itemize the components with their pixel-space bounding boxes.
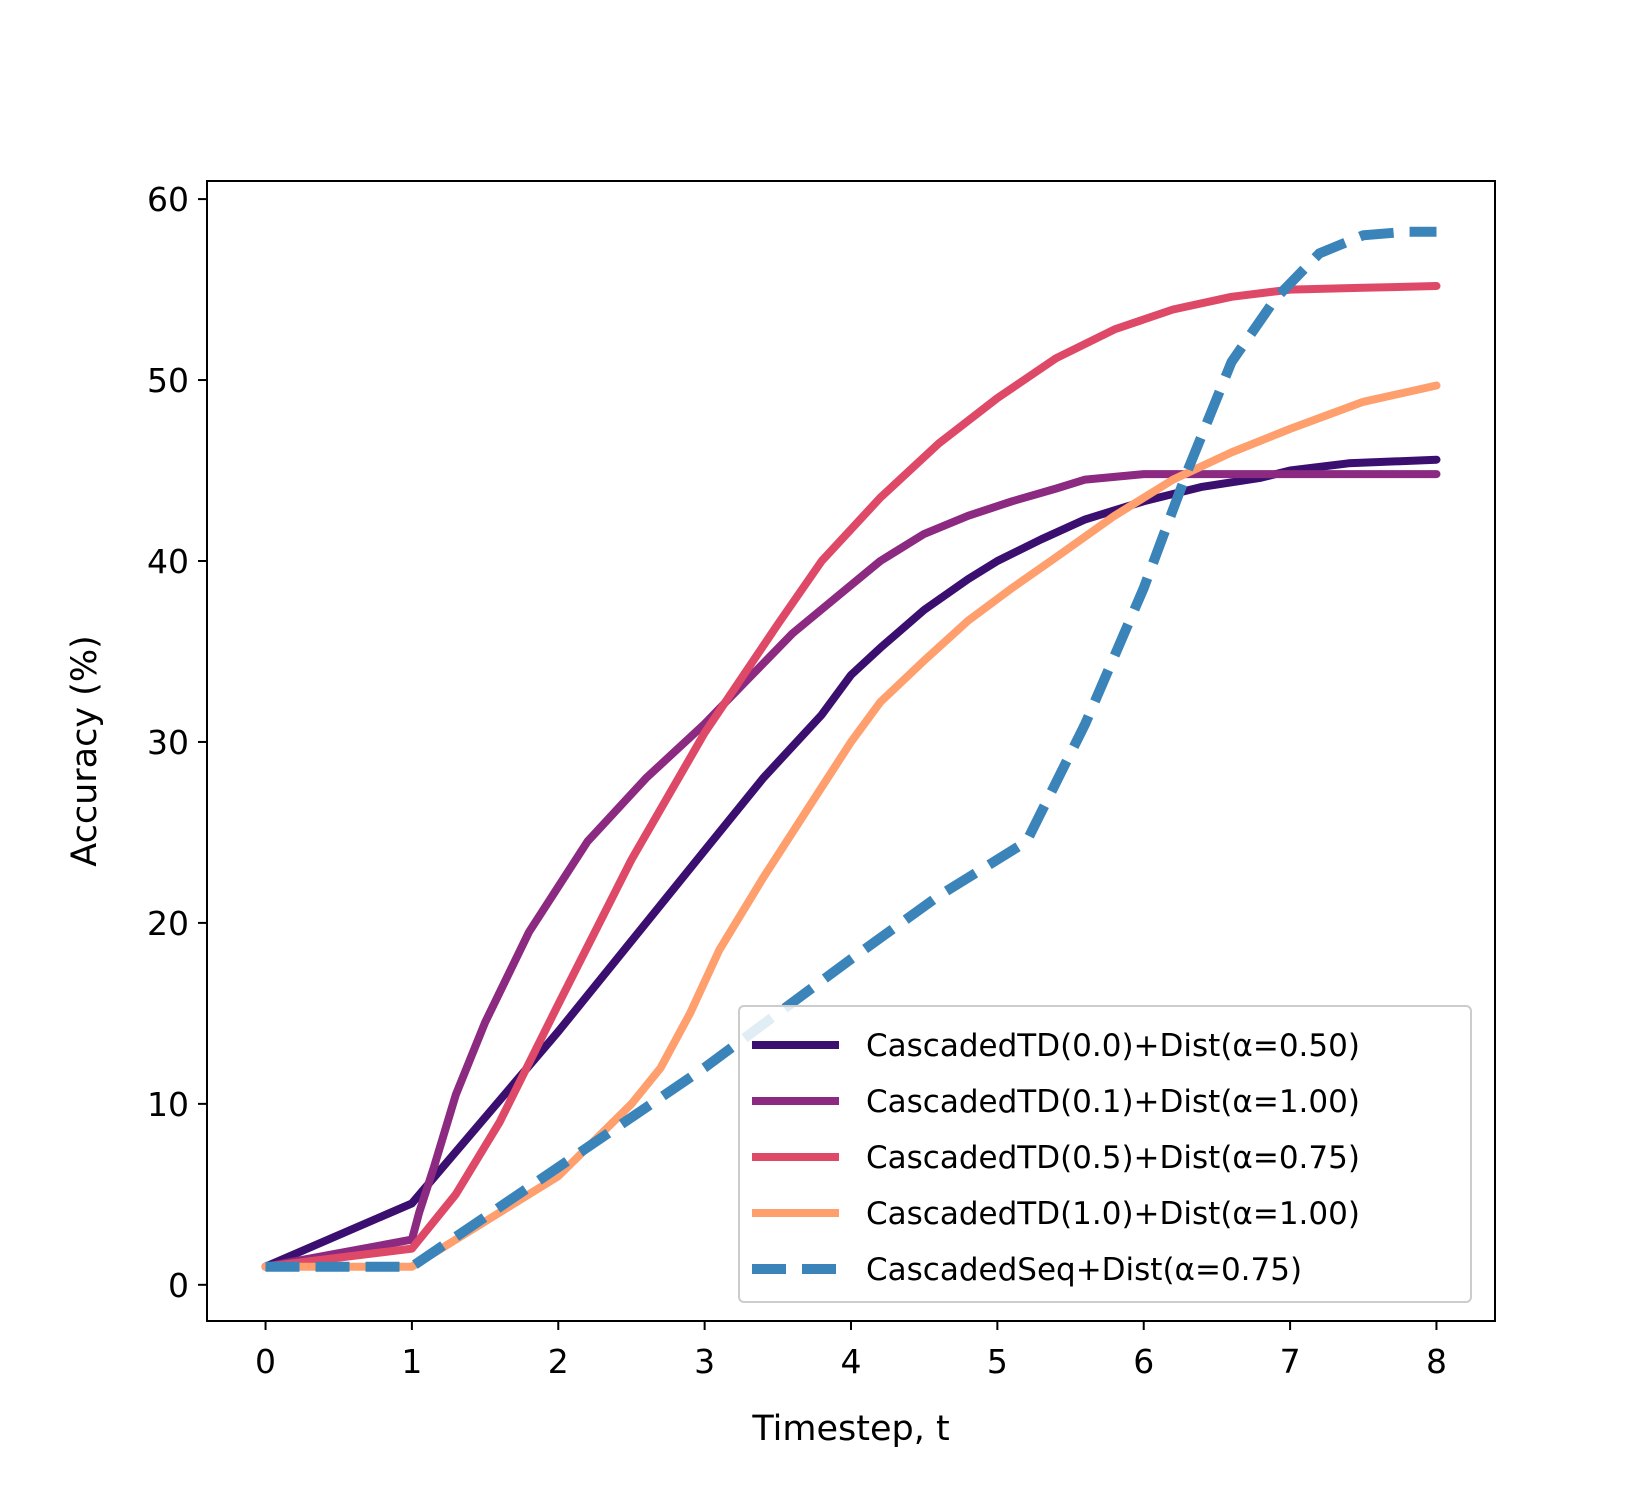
series-line-3 (261, 282, 1441, 1271)
x-tick-label: 5 (987, 1342, 1008, 1381)
x-tick-label: 2 (548, 1342, 569, 1381)
x-axis-title: Timestep, t (751, 1409, 949, 1449)
x-tick-label: 4 (841, 1342, 862, 1381)
y-tick-label: 30 (147, 723, 189, 762)
series-line-2 (261, 470, 1441, 1271)
legend-label-1: CascadedTD(0.0)+Dist(α=0.50) (866, 1028, 1360, 1064)
legend-label-4: CascadedTD(1.0)+Dist(α=1.00) (866, 1196, 1360, 1232)
y-tick-label: 60 (147, 180, 189, 219)
legend: CascadedTD(0.0)+Dist(α=0.50) CascadedTD(0… (738, 1005, 1472, 1303)
legend-label-5: CascadedSeq+Dist(α=0.75) (866, 1252, 1302, 1288)
x-tick-label: 1 (401, 1342, 422, 1381)
y-tick-label: 20 (147, 904, 189, 943)
legend-label-2: CascadedTD(0.1)+Dist(α=1.00) (866, 1084, 1360, 1120)
y-tick-label: 40 (147, 542, 189, 581)
y-tick-label: 50 (147, 361, 189, 400)
y-tick-label: 10 (147, 1085, 189, 1124)
x-tick-label: 3 (694, 1342, 715, 1381)
y-axis-title: Accuracy (%) (65, 635, 105, 866)
legend-label-3: CascadedTD(0.5)+Dist(α=0.75) (866, 1140, 1360, 1176)
x-tick-label: 6 (1133, 1342, 1154, 1381)
legend-frame (738, 1005, 1472, 1303)
x-axis-ticks: 0 1 2 3 4 5 6 7 8 (255, 1321, 1447, 1381)
x-tick-label: 8 (1426, 1342, 1447, 1381)
x-tick-label: 0 (255, 1342, 276, 1381)
series-lines (261, 226, 1441, 1272)
y-axis-ticks: 0 10 20 30 40 50 60 (147, 180, 207, 1305)
x-tick-label: 7 (1280, 1342, 1301, 1381)
y-tick-label: 0 (168, 1266, 189, 1305)
series-line-5 (265, 226, 1437, 1272)
